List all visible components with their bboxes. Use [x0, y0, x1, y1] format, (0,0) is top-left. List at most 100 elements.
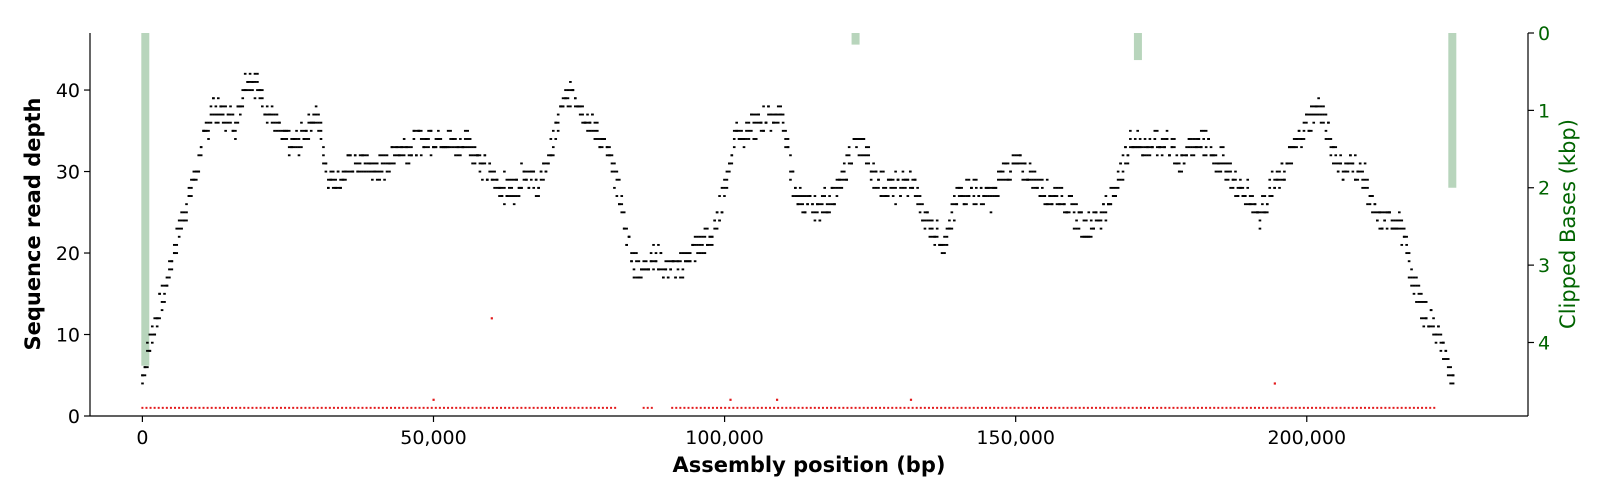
low-depth-point-224 — [1095, 406, 1098, 409]
low-depth-point-64 — [402, 406, 405, 409]
depth-point-827 — [813, 219, 817, 222]
depth-point-868 — [847, 162, 851, 165]
depth-point-517 — [561, 105, 565, 108]
depth-point-580 — [613, 162, 616, 165]
depth-point-798 — [791, 195, 795, 197]
depth-point-1090 — [1028, 162, 1032, 165]
depth-point-966 — [928, 219, 932, 222]
depth-point-1132 — [1063, 211, 1066, 214]
depth-point-614 — [640, 268, 643, 271]
depth-point-751 — [752, 138, 756, 140]
low-depth-point-63 — [398, 406, 401, 409]
depth-point-710 — [718, 219, 721, 222]
depth-point-994 — [950, 203, 954, 206]
depth-point-1322 — [1217, 162, 1220, 165]
depth-point-154 — [265, 121, 269, 124]
depth-point-275 — [363, 154, 367, 157]
depth-point-992 — [948, 227, 951, 230]
depth-point-1219 — [1133, 138, 1137, 140]
depth-point-1089 — [1028, 170, 1032, 173]
depth-point-1606 — [1449, 382, 1452, 385]
depth-point-473 — [525, 170, 528, 173]
depth-point-720 — [728, 170, 731, 173]
depth-point-1226 — [1138, 146, 1142, 149]
low-depth-point-95 — [528, 406, 531, 409]
depth-point-818 — [806, 203, 809, 206]
low-depth-point-293 — [1376, 406, 1379, 409]
low-depth-point-275 — [1302, 406, 1305, 409]
depth-point-1522 — [1380, 227, 1384, 230]
depth-point-770 — [767, 105, 770, 108]
depth-point-1523 — [1380, 211, 1384, 214]
depth-point-1283 — [1185, 154, 1188, 157]
low-depth-point-81 — [471, 406, 474, 409]
depth-point-446 — [503, 186, 506, 189]
depth-point-541 — [581, 121, 584, 124]
low-depth-point-248 — [1192, 406, 1195, 409]
depth-point-1584 — [1432, 317, 1435, 320]
depth-point-282 — [371, 178, 374, 181]
depth-point-1045 — [992, 195, 995, 197]
depth-point-380 — [449, 129, 452, 132]
low-depth-point-35 — [284, 406, 287, 409]
depth-point-985 — [943, 235, 946, 238]
depth-point-917 — [886, 178, 890, 181]
depth-point-875 — [852, 138, 856, 140]
depth-point-1043 — [989, 195, 993, 197]
depth-point-1238 — [1148, 146, 1152, 149]
depth-point-1416 — [1295, 146, 1298, 149]
depth-point-525 — [569, 89, 572, 92]
depth-point-457 — [512, 203, 516, 206]
depth-point-194 — [297, 138, 301, 140]
low-depth-point-161 — [838, 406, 841, 409]
depth-point-365 — [437, 129, 440, 132]
depth-point-131 — [246, 89, 249, 92]
depth-point-575 — [608, 154, 611, 157]
depth-point-143 — [256, 72, 259, 75]
depth-point-935 — [901, 178, 905, 181]
depth-point-842 — [825, 211, 829, 214]
depth-point-998 — [952, 195, 956, 197]
depth-point-74 — [199, 146, 203, 149]
depth-point-922 — [891, 186, 895, 189]
depth-point-730 — [735, 121, 738, 124]
depth-point-83 — [207, 121, 210, 124]
low-depth-point-244 — [1176, 406, 1179, 409]
low-depth-point-108 — [581, 406, 584, 409]
depth-point-223 — [322, 154, 325, 157]
depth-point-1099 — [1036, 178, 1039, 181]
depth-point-1540 — [1395, 227, 1399, 230]
depth-point-59 — [187, 195, 191, 197]
depth-point-933 — [901, 186, 905, 189]
low-depth-point-138 — [744, 406, 747, 409]
depth-point-1252 — [1160, 154, 1164, 157]
depth-point-612 — [640, 276, 643, 279]
depth-point-1564 — [1415, 284, 1418, 287]
depth-point-1423 — [1300, 146, 1303, 149]
depth-point-685 — [698, 252, 702, 255]
depth-point-310 — [393, 154, 396, 157]
depth-point-32 — [165, 284, 169, 287]
depth-point-1349 — [1239, 186, 1242, 189]
depth-point-1335 — [1229, 162, 1232, 165]
depth-point-327 — [407, 162, 411, 165]
depth-point-996 — [952, 203, 956, 206]
depth-point-1363 — [1251, 211, 1254, 214]
low-depth-point-219 — [1074, 406, 1077, 409]
depth-point-574 — [608, 146, 611, 149]
depth-point-1033 — [982, 203, 985, 206]
low-depth-point-73 — [438, 406, 441, 409]
depth-point-1225 — [1138, 138, 1142, 140]
depth-point-1503 — [1366, 186, 1369, 189]
low-depth-point-282 — [1331, 406, 1334, 409]
depth-point-333 — [412, 138, 416, 140]
depth-point-673 — [688, 260, 692, 263]
depth-point-604 — [632, 252, 636, 255]
depth-point-250 — [344, 178, 347, 181]
depth-point-164 — [273, 121, 276, 124]
depth-point-1122 — [1055, 203, 1059, 206]
depth-point-1012 — [965, 178, 968, 181]
depth-point-698 — [708, 235, 712, 238]
depth-point-727 — [732, 138, 736, 140]
low-depth-point-55 — [365, 406, 368, 409]
